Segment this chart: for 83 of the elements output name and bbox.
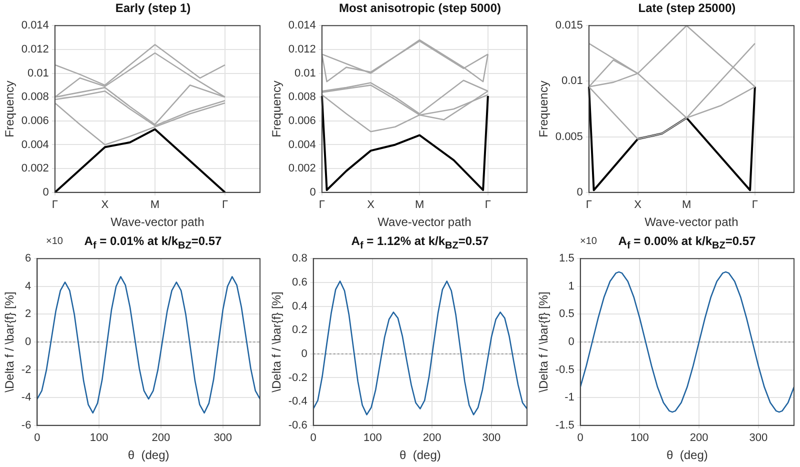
chart-title: A$_{f}$ = 0.00% at k/k$_{BZ}$=0.57	[618, 234, 756, 252]
y-tick-label: 0.004	[21, 138, 49, 151]
x-axis-title: Wave-vector path	[378, 215, 472, 230]
y-tick-label: -6	[21, 419, 32, 432]
y-tick-label: 0.002	[21, 162, 49, 175]
y-axis-title: Frequency	[270, 80, 284, 138]
y-tick-label: -0.5	[555, 364, 574, 376]
x-tick-label: 200	[690, 432, 708, 444]
y-tick-label: -2	[21, 364, 32, 376]
y-tick-label: -0.4	[288, 396, 308, 408]
x-axis-title: θ (deg)	[128, 448, 170, 462]
x-tick-label: M	[414, 199, 424, 212]
y-tick-label: 0.006	[21, 114, 49, 127]
y-tick-label: 6	[25, 252, 32, 265]
y-tick-label: -0.6	[288, 419, 308, 432]
text: ×10	[580, 236, 597, 247]
x-tick-label: Γ	[752, 199, 758, 212]
y-tick-label: 0.005	[555, 130, 583, 143]
y-tick-label: 0.015	[555, 20, 583, 32]
chart-title: Late (step 25000)	[637, 1, 737, 15]
x-tick-label: Γ	[222, 199, 228, 212]
x-tick-label: 100	[364, 432, 382, 444]
y-axis-title: \Delta f / \bar{f} [%]	[536, 292, 551, 392]
y-tick-label: 1.5	[559, 252, 574, 265]
y-tick-label: 0.014	[288, 20, 316, 32]
y-tick-label: 0.014	[21, 20, 49, 32]
x-tick-label: M	[682, 199, 692, 212]
y-tick-label: 0.008	[288, 91, 316, 104]
y-tick-label: 0.01	[562, 75, 583, 88]
y-tick-label: 0.2	[292, 324, 308, 336]
y-tick-label: 2	[25, 308, 32, 320]
y-tick-label: 0.012	[21, 43, 49, 56]
x-tick-label: X	[101, 199, 110, 212]
y-tick-label: 0	[25, 336, 32, 348]
x-tick-label: 300	[214, 432, 232, 444]
x-tick-label: Γ	[52, 199, 58, 212]
x-tick-label: 100	[630, 432, 649, 444]
y-tick-label: 0.6	[292, 276, 308, 288]
x-tick-label: 300	[482, 432, 501, 444]
chart-title: Early (step 1)	[114, 1, 192, 15]
y-tick-label: 0.012	[288, 43, 316, 56]
x-tick-label: 100	[90, 432, 108, 444]
y-tick-label: 0.008	[21, 91, 49, 104]
y-tick-label: 0.002	[288, 162, 316, 175]
y-tick-label: 1	[568, 280, 574, 292]
y-tick-label: 0.01	[28, 67, 49, 80]
chart-title: A$_{f}$ = 0.01% at k/k$_{BZ}$=0.57	[84, 234, 222, 252]
y-tick-label: 0.5	[559, 308, 574, 320]
y-axis-title: \Delta f / \bar{f} [%]	[270, 292, 284, 392]
y-tick-label: 0.01	[294, 67, 316, 80]
x-axis-title: θ (deg)	[666, 448, 708, 462]
y-tick-label: 0	[310, 186, 316, 198]
x-axis-title: Wave-vector path	[644, 215, 738, 230]
chart-title: Most anisotropic (step 5000)	[338, 1, 502, 15]
y-tick-label: 0.8	[292, 252, 308, 265]
y-axis-title: Frequency	[2, 80, 17, 138]
y-tick-label: 0	[568, 336, 574, 348]
y-tick-label: -4	[21, 392, 32, 404]
y-axis-title: \Delta f / \bar{f} [%]	[2, 292, 17, 392]
y-axis-title: Frequency	[536, 80, 551, 138]
y-tick-label: 4	[25, 280, 32, 292]
chart-title: A$_{f}$ = 1.12% at k/k$_{BZ}$=0.57	[350, 234, 490, 252]
x-tick-label: 200	[152, 432, 170, 444]
y-tick-label: 0	[42, 186, 49, 198]
x-tick-label: X	[634, 199, 642, 212]
x-tick-label: Γ	[586, 199, 592, 212]
x-axis-title: Wave-vector path	[110, 215, 204, 230]
y-tick-label: 0	[576, 186, 583, 198]
y-tick-label: -1	[564, 392, 574, 404]
y-tick-label: -0.2	[288, 372, 308, 384]
x-tick-label: X	[367, 199, 376, 212]
y-tick-label: 0.4	[292, 300, 308, 312]
x-tick-label: 200	[422, 432, 442, 444]
y-tick-label: 0	[301, 348, 308, 360]
x-tick-label: Γ	[318, 199, 325, 212]
x-tick-label: Γ	[484, 199, 491, 212]
x-tick-label: M	[150, 199, 160, 212]
text: ×10	[46, 236, 63, 247]
x-axis-title: θ (deg)	[400, 448, 441, 462]
x-tick-label: 300	[749, 432, 768, 444]
y-tick-label: 0.006	[288, 114, 316, 127]
y-tick-label: -1.5	[555, 419, 574, 432]
y-tick-label: 0.004	[288, 138, 316, 151]
